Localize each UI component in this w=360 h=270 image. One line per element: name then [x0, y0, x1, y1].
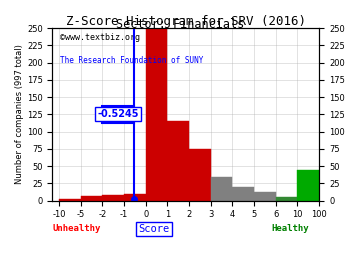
- Bar: [254, 193, 276, 201]
- Bar: [276, 197, 297, 201]
- Text: Healthy: Healthy: [271, 224, 309, 233]
- Bar: [146, 28, 167, 201]
- Text: -0.5245: -0.5245: [97, 109, 139, 119]
- Text: ©www.textbiz.org: ©www.textbiz.org: [60, 33, 140, 42]
- Text: The Research Foundation of SUNY: The Research Foundation of SUNY: [60, 56, 204, 65]
- Text: Score: Score: [138, 224, 170, 234]
- Text: Unhealthy: Unhealthy: [52, 224, 101, 233]
- Bar: [189, 149, 211, 201]
- Bar: [211, 177, 233, 201]
- Bar: [167, 121, 189, 201]
- Title: Z-Score Histogram for SRV (2016): Z-Score Histogram for SRV (2016): [66, 15, 306, 28]
- Bar: [102, 195, 124, 201]
- Bar: [81, 196, 102, 201]
- Bar: [59, 199, 81, 201]
- Bar: [297, 170, 319, 201]
- Bar: [233, 187, 254, 201]
- Y-axis label: Number of companies (997 total): Number of companies (997 total): [15, 45, 24, 184]
- Text: Sector: Financials: Sector: Financials: [116, 18, 244, 31]
- Bar: [124, 194, 146, 201]
